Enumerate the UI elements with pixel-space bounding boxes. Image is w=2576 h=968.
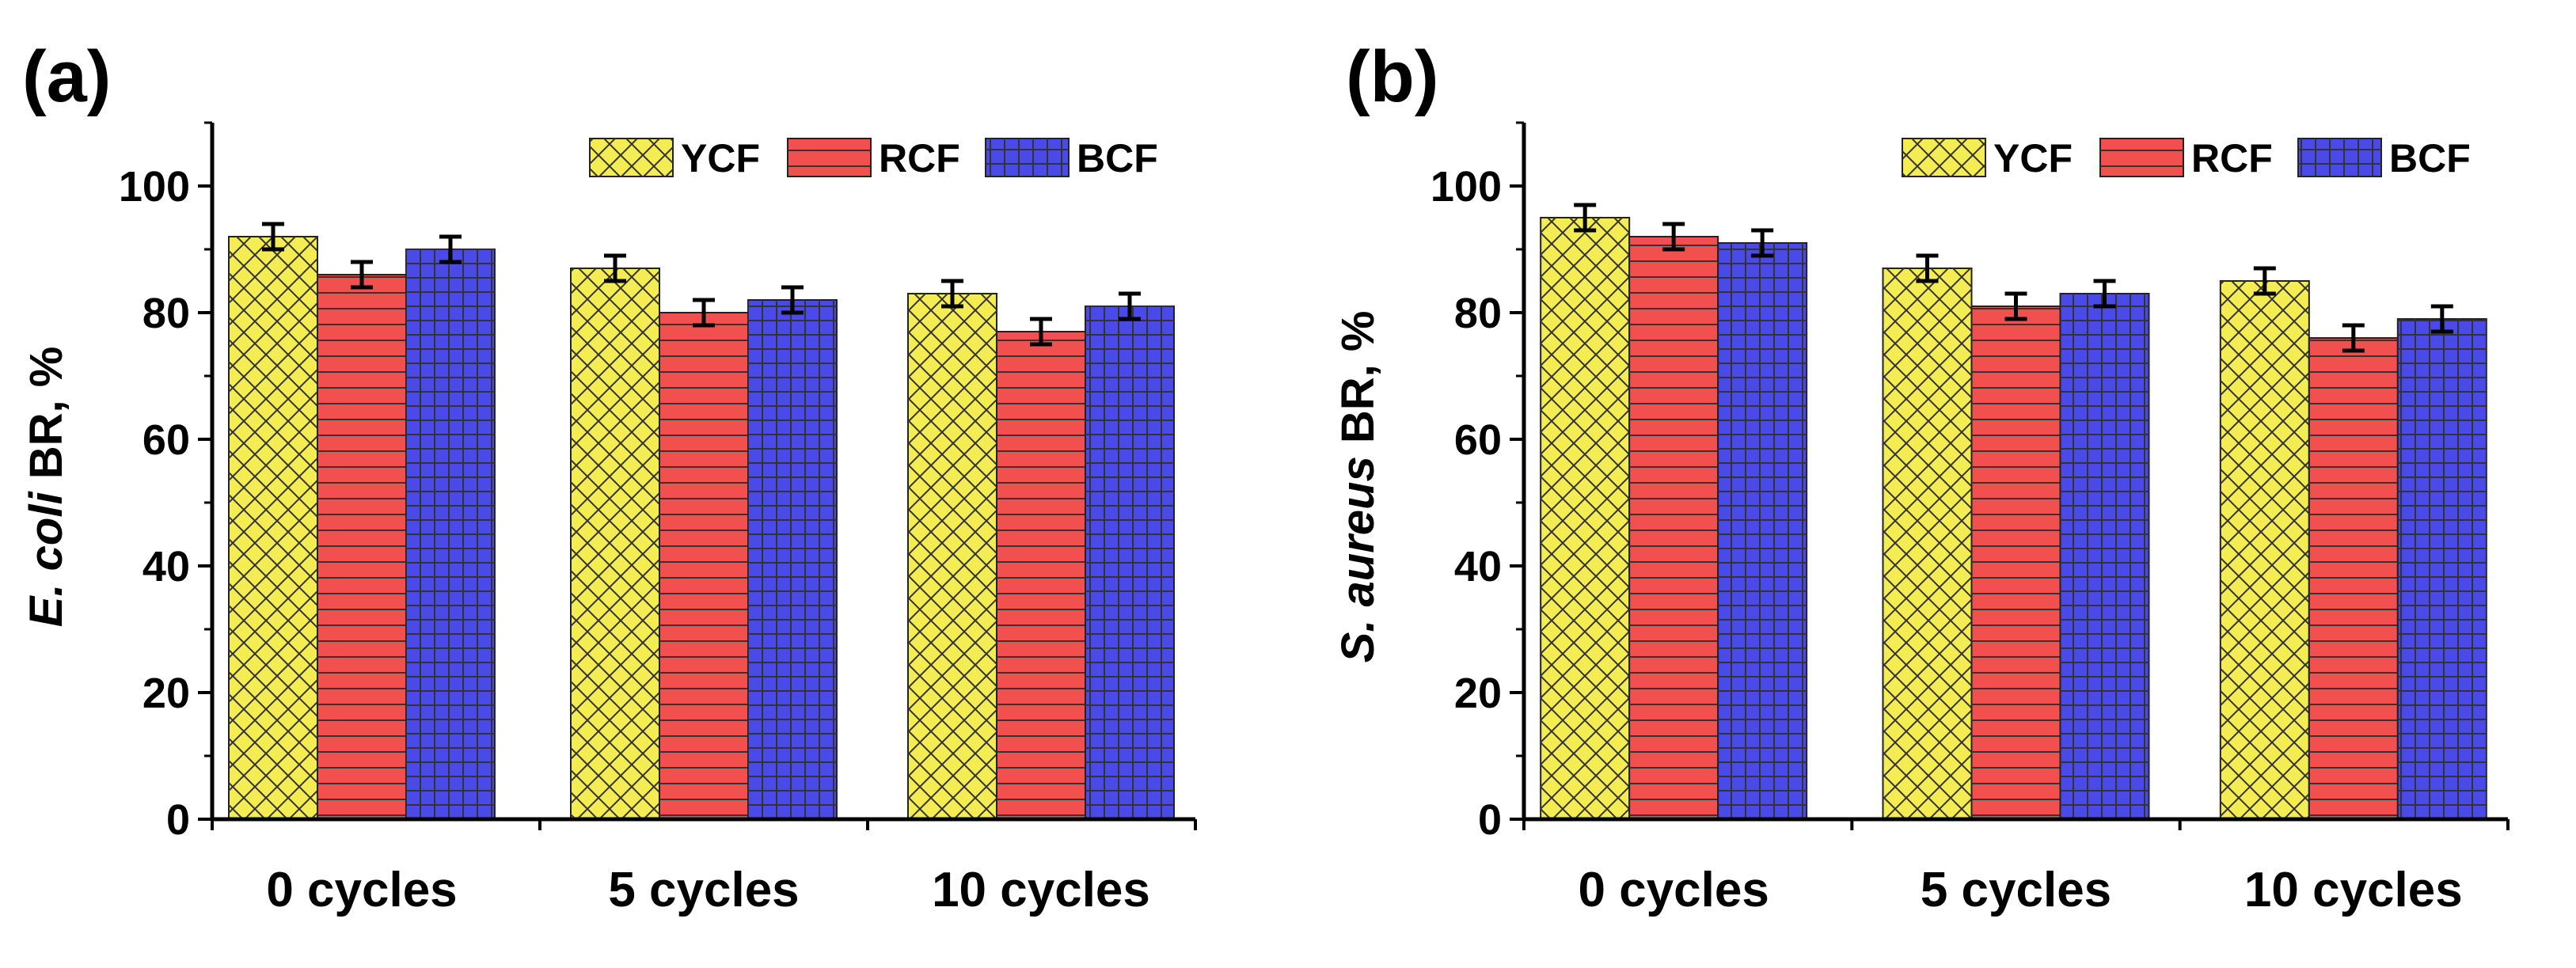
legend-swatch-pattern-bcf	[2298, 139, 2381, 177]
y-tick-label: 20	[142, 670, 190, 717]
legend-swatch-pattern-rcf	[788, 139, 871, 177]
y-tick-label: 0	[1478, 796, 1502, 844]
y-tick-label: 80	[1454, 290, 1502, 337]
legend-label-rcf: RCF	[879, 136, 960, 180]
y-tick-label: 60	[1454, 416, 1502, 464]
y-axis-title-italic: E. coli	[21, 491, 72, 628]
y-tick-label: 100	[1430, 163, 1502, 211]
bar-pattern-bcf-2	[2397, 319, 2487, 819]
bar-pattern-bcf-0	[406, 249, 495, 819]
category-label: 5 cycles	[1921, 863, 2111, 917]
bar-pattern-bcf-1	[2060, 294, 2149, 819]
bar-pattern-ycf-2	[2220, 281, 2309, 819]
y-tick-label: 60	[142, 416, 190, 464]
bar-pattern-ycf-2	[908, 294, 997, 819]
panel-label: (a)	[22, 36, 111, 117]
bar-pattern-bcf-1	[748, 300, 837, 819]
y-tick-label: 40	[142, 543, 190, 590]
y-tick-label: 20	[1454, 670, 1502, 717]
bar-pattern-bcf-0	[1718, 243, 1807, 819]
chart-panel-b: (b) 0 cycles 5 cycles 10 cycles 0 20 40 60 80 100…	[1332, 36, 2510, 917]
y-axis-title-rest: BR, %	[21, 347, 72, 492]
legend-label-ycf: YCF	[681, 136, 760, 180]
legend-label-bcf: BCF	[1077, 136, 1158, 180]
bar-pattern-rcf-2	[2308, 338, 2398, 819]
legend-label-rcf: RCF	[2191, 136, 2273, 180]
legend-swatch-pattern-ycf	[1902, 139, 1985, 177]
panel-label: (b)	[1346, 36, 1438, 117]
legend-swatch-pattern-rcf	[2100, 139, 2183, 177]
y-axis-title: E. coli BR, %	[21, 347, 72, 628]
bar-pattern-ycf-1	[1883, 268, 1972, 819]
category-label: 10 cycles	[932, 863, 1150, 917]
chart-panel-a: (a) 0 cycles 5 cycles 10 cycles 0 20 40 60 80 100…	[21, 36, 1197, 917]
legend: YCF RCF BCF	[1902, 136, 2471, 180]
category-label: 10 cycles	[2244, 863, 2463, 917]
y-tick-label: 40	[1454, 543, 1502, 590]
category-label: 5 cycles	[608, 863, 799, 917]
bar-pattern-ycf-1	[571, 268, 659, 819]
category-label: 0 cycles	[1578, 863, 1769, 917]
category-label: 0 cycles	[266, 863, 457, 917]
bar-pattern-bcf-2	[1085, 306, 1174, 819]
bar-pattern-rcf-0	[1629, 237, 1719, 819]
y-tick-label: 80	[142, 290, 190, 337]
y-axis-title: S. aureus BR, %	[1332, 311, 1384, 663]
bar-pattern-rcf-2	[997, 332, 1085, 819]
legend: YCF RCF BCF	[589, 136, 1158, 180]
bar-pattern-ycf-0	[1541, 218, 1630, 819]
bar-pattern-rcf-1	[659, 313, 748, 819]
y-tick-label: 0	[166, 796, 190, 844]
bar-pattern-rcf-0	[317, 275, 406, 819]
legend-label-ycf: YCF	[1993, 136, 2073, 180]
bar-pattern-ycf-0	[229, 237, 317, 819]
legend-label-bcf: BCF	[2389, 136, 2471, 180]
bar-pattern-rcf-1	[1971, 306, 2061, 819]
y-tick-label: 100	[119, 163, 190, 211]
legend-swatch-pattern-ycf	[590, 139, 673, 177]
legend-swatch-pattern-bcf	[986, 139, 1069, 177]
y-axis-title-rest: BR, %	[1332, 311, 1384, 457]
y-axis-title-italic: S. aureus	[1332, 456, 1384, 662]
